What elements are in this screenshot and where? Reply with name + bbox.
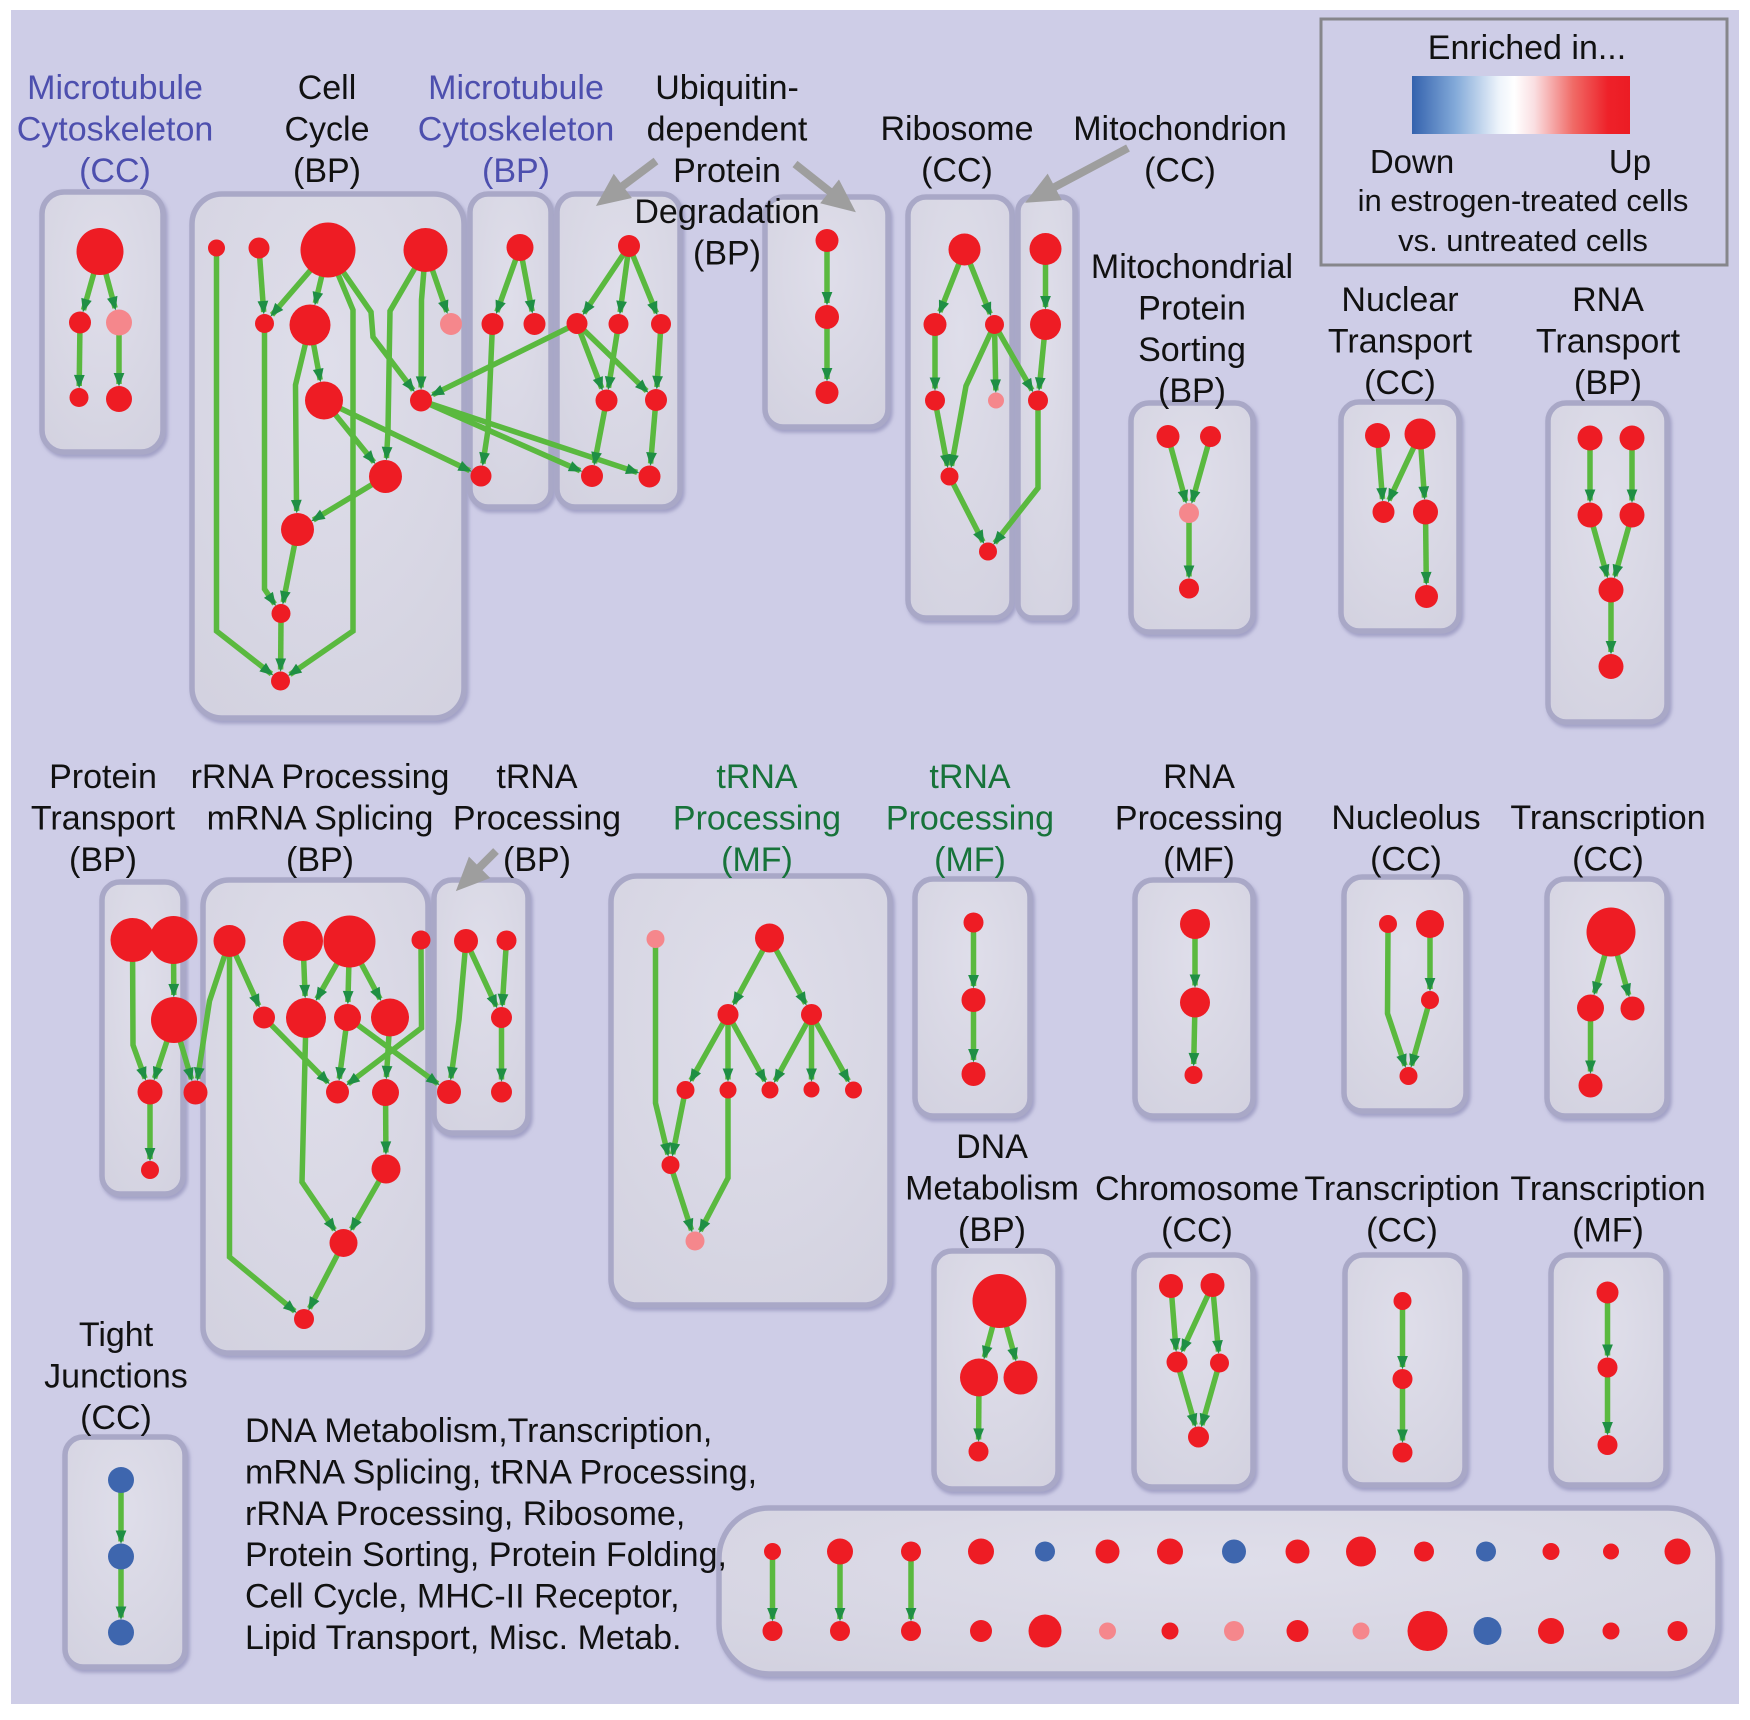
svg-text:Down: Down: [1370, 143, 1454, 180]
svg-text:Nucleolus(CC): Nucleolus (CC): [1331, 799, 1480, 878]
svg-text:Transcription(CC): Transcription (CC): [1304, 1170, 1499, 1249]
svg-text:Transcription(CC): Transcription (CC): [1510, 799, 1705, 878]
svg-text:Ribosome(CC): Ribosome (CC): [880, 110, 1033, 189]
svg-text:Transcription(MF): Transcription (MF): [1510, 1170, 1705, 1249]
svg-text:DNA Metabolism,Transcription,m: DNA Metabolism,Transcription, mRNA Splici…: [245, 1412, 757, 1657]
svg-text:Enriched in...: Enriched in...: [1428, 29, 1626, 67]
svg-text:Chromosome(CC): Chromosome (CC): [1095, 1170, 1299, 1249]
svg-text:in estrogen-treated cells: in estrogen-treated cells: [1358, 183, 1689, 218]
svg-text:vs. untreated cells: vs. untreated cells: [1398, 223, 1648, 258]
svg-text:Mitochondrion(CC): Mitochondrion (CC): [1073, 110, 1287, 189]
svg-text:Up: Up: [1609, 143, 1651, 180]
